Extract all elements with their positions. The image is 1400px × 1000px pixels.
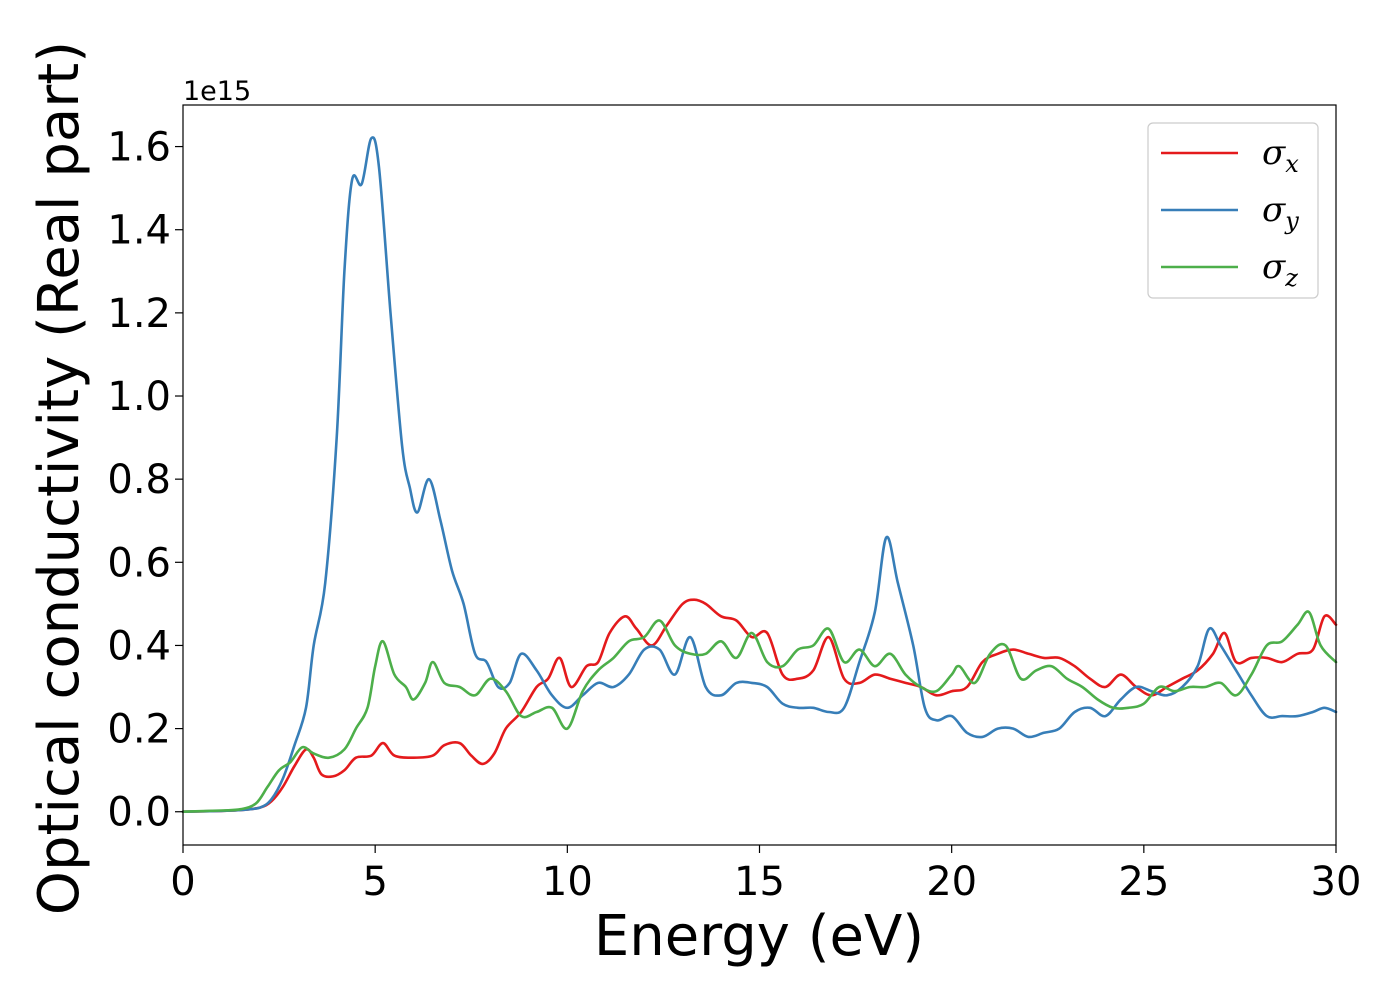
x-tick-label-30: 30 <box>1311 859 1362 905</box>
y-tick-label-1.2: 1.2 <box>107 291 171 337</box>
y-tick-label-1.4: 1.4 <box>107 208 171 254</box>
x-tick-label-20: 20 <box>926 859 977 905</box>
y-tick-label-0.2: 0.2 <box>107 707 171 753</box>
legend-label-y: σy <box>1262 190 1299 235</box>
y-tick-label-1.0: 1.0 <box>107 374 171 420</box>
y-tick-label-0.6: 0.6 <box>107 540 171 586</box>
y-axis-title: Optical conductivity (Real part) <box>27 41 92 915</box>
y-offset-label: 1e15 <box>183 76 251 107</box>
y-tick-label-0.4: 0.4 <box>107 623 171 669</box>
x-axis: 0 5 10 15 20 25 30 <box>170 845 1361 905</box>
series-line-y <box>181 136 1338 813</box>
y-axis: 0.0 0.2 0.4 0.6 0.8 1.0 1.2 1.4 1.6 <box>107 125 183 836</box>
x-tick-label-0: 0 <box>170 859 195 905</box>
plot-area <box>183 105 1336 845</box>
series-layer <box>181 136 1338 813</box>
series-line-z <box>181 610 1338 813</box>
x-tick-label-5: 5 <box>362 859 387 905</box>
x-tick-label-15: 15 <box>734 859 785 905</box>
y-tick-label-1.6: 1.6 <box>107 125 171 171</box>
x-tick-label-25: 25 <box>1118 859 1169 905</box>
y-tick-label-0.8: 0.8 <box>107 457 171 503</box>
y-tick-label-0.0: 0.0 <box>107 790 171 836</box>
series-line-x <box>181 598 1338 813</box>
x-axis-title: Energy (eV) <box>594 904 924 969</box>
legend-label-x: σx <box>1262 133 1299 178</box>
legend-label-z: σz <box>1262 247 1298 292</box>
legend: σx σy σz <box>1147 122 1319 299</box>
x-tick-label-10: 10 <box>542 859 593 905</box>
